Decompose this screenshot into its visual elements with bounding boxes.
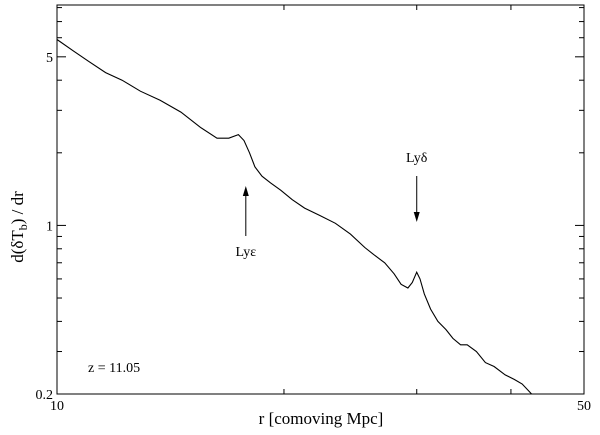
annotation-label: Lyε (235, 245, 256, 260)
plot-frame (56, 4, 585, 395)
x-tick-label: 10 (50, 399, 64, 414)
axis-ticks (56, 5, 585, 395)
x-tick-label: 50 (577, 399, 591, 414)
y-axis-label-main: d(δT (8, 230, 27, 263)
series-line (56, 39, 533, 395)
tick-labels: 10 50 0.2 1 5 (36, 51, 592, 414)
y-axis-label-tail: ) / dr (8, 191, 27, 224)
annotation: Lyδ (406, 151, 428, 222)
annotation-arrowhead (242, 186, 249, 196)
annotations: Lyε Lyδ (235, 151, 427, 260)
annotation-label: Lyδ (406, 151, 428, 166)
annotation-arrowhead (413, 212, 420, 222)
plot-area (56, 4, 585, 395)
redshift-label: z = 11.05 (88, 361, 140, 376)
annotation: Lyε (235, 186, 256, 260)
series-group (56, 39, 533, 395)
y-tick-label: 1 (46, 219, 53, 234)
y-axis-label: d(δTb) / dr (8, 191, 30, 263)
y-tick-label: 0.2 (36, 388, 54, 403)
y-tick-label: 5 (46, 51, 53, 66)
y-axis-label-sub: b (16, 224, 30, 230)
x-axis-label: r [comoving Mpc] (259, 409, 384, 428)
